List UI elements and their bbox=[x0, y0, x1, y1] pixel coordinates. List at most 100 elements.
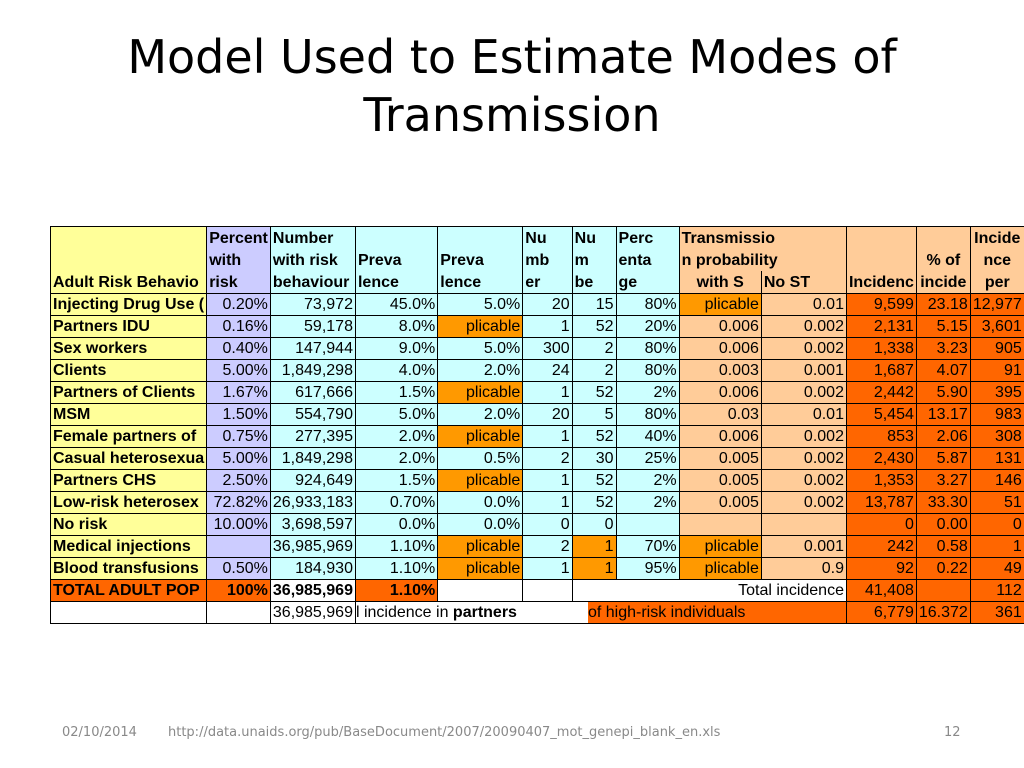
cell-incidence: 1,687 bbox=[845, 359, 917, 382]
cell-number-partners: 300 bbox=[522, 337, 573, 360]
cell-transmission-with-sti: 0.006 bbox=[678, 425, 762, 448]
cell-prevalence: 1.5% bbox=[354, 469, 439, 492]
cell-incidence: 2,430 bbox=[845, 447, 917, 470]
cell-sti-prevalence: 0.5% bbox=[437, 447, 524, 470]
cell-number-partners: 1 bbox=[522, 315, 573, 338]
cell-number-acts: 52 bbox=[571, 469, 617, 492]
cell-incidence: 853 bbox=[845, 425, 917, 448]
cell-prevalence: 4.0% bbox=[354, 359, 439, 382]
table-row: Sex workers 0.40% 147,944 9.0% 5.0% 300 2 80% 0.… bbox=[49, 337, 1024, 360]
cell-incidence-per: 49 bbox=[969, 557, 1024, 580]
cell-sti-prevalence: plicable bbox=[437, 381, 524, 404]
cell-sti-prevalence: 0.0% bbox=[437, 491, 524, 514]
header-incidence-2 bbox=[845, 249, 917, 271]
cell-sti-prevalence: 5.0% bbox=[437, 293, 524, 316]
cell-incidence-per: 983 bbox=[969, 403, 1024, 426]
cell-percent-with-risk: 1.50% bbox=[206, 403, 271, 426]
total-number: 36,985,969 bbox=[269, 579, 356, 602]
cell-transmission-no-sti: 0.002 bbox=[760, 469, 847, 492]
cell-risk-group: Partners CHS bbox=[49, 469, 208, 492]
cell-number-acts: 30 bbox=[571, 447, 617, 470]
cell-prevalence: 2.0% bbox=[354, 447, 439, 470]
header-no-sti: No ST bbox=[760, 271, 847, 294]
cell-number-partners: 1 bbox=[522, 381, 573, 404]
cell-risk-group: Medical injections bbox=[49, 535, 208, 558]
cell-incidence-per: 395 bbox=[969, 381, 1024, 404]
cell-transmission-with-sti: 0.005 bbox=[678, 447, 762, 470]
cell-percent-with-risk bbox=[206, 535, 271, 558]
cell-number-partners: 1 bbox=[522, 557, 573, 580]
cell-percent-of-incidence: 5.87 bbox=[915, 447, 971, 470]
cell-risk-group: MSM bbox=[49, 403, 208, 426]
cell-risk-group: Injecting Drug Use ( bbox=[49, 293, 208, 316]
cell-percent-of-incidence: 33.30 bbox=[915, 491, 971, 514]
cell-number-partners: 20 bbox=[522, 403, 573, 426]
header-prevalence-1-2: Preva bbox=[354, 249, 439, 271]
table-row: MSM 1.50% 554,790 5.0% 2.0% 20 5 80% 0.03 0.01 5,4… bbox=[49, 403, 1024, 426]
cell-transmission-with-sti: 0.005 bbox=[678, 469, 762, 492]
header-prevalence-2 bbox=[437, 226, 524, 249]
cell-sti-prevalence: 0.0% bbox=[437, 513, 524, 536]
cell-transmission-with-sti: plicable bbox=[678, 293, 762, 316]
cell-percentage bbox=[615, 513, 680, 536]
header-incidence-per-2: nce bbox=[969, 249, 1024, 271]
cell-percent-of-incidence: 3.23 bbox=[915, 337, 971, 360]
spreadsheet-table-container: Percent Number Nu Nu Perc Transmissio In… bbox=[49, 226, 1024, 624]
table-row: Partners of Clients 1.67% 617,666 1.5% plica… bbox=[49, 381, 1024, 404]
cell-percent-of-incidence: 5.90 bbox=[915, 381, 971, 404]
cell-percent-of-incidence: 23.18 bbox=[915, 293, 971, 316]
header-row-1: Percent Number Nu Nu Perc Transmissio In… bbox=[49, 226, 1024, 249]
header-risk-2 bbox=[49, 249, 208, 271]
cell-number-with-risk: 1,849,298 bbox=[269, 359, 356, 382]
cell-sti-prevalence: 2.0% bbox=[437, 359, 524, 382]
header-transmission-2: n probability bbox=[678, 249, 847, 271]
header-percentage: Perc bbox=[615, 226, 680, 249]
partners-incidence-row: 36,985,969 l incidence in partners of hi… bbox=[49, 601, 1024, 624]
cell-transmission-no-sti: 0.002 bbox=[760, 337, 847, 360]
cell-incidence-per: 3,601 bbox=[969, 315, 1024, 338]
cell-number-partners: 24 bbox=[522, 359, 573, 382]
partners-empty-1 bbox=[49, 601, 208, 624]
cell-sti-prevalence: plicable bbox=[437, 469, 524, 492]
table-row: Partners IDU 0.16% 59,178 8.0% plicable 1 52 20… bbox=[49, 315, 1024, 338]
cell-risk-group: Clients bbox=[49, 359, 208, 382]
total-prevalence: 1.10% bbox=[354, 579, 439, 602]
cell-number-with-risk: 1,849,298 bbox=[269, 447, 356, 470]
cell-prevalence: 1.10% bbox=[354, 535, 439, 558]
cell-risk-group: Partners of Clients bbox=[49, 381, 208, 404]
header-prevalence-2-2: Preva bbox=[437, 249, 524, 271]
header-percent: Percent bbox=[206, 226, 271, 249]
cell-transmission-with-sti: plicable bbox=[678, 535, 762, 558]
cell-transmission-no-sti: 0.002 bbox=[760, 381, 847, 404]
cell-transmission-with-sti: 0.03 bbox=[678, 403, 762, 426]
total-percent: 100% bbox=[206, 579, 271, 602]
cell-transmission-no-sti bbox=[760, 513, 847, 536]
cell-incidence: 0 bbox=[845, 513, 917, 536]
cell-transmission-no-sti: 0.01 bbox=[760, 403, 847, 426]
cell-number-acts: 52 bbox=[571, 491, 617, 514]
header-percent-incidence-2: % of bbox=[915, 249, 971, 271]
cell-percentage: 80% bbox=[615, 403, 680, 426]
cell-incidence: 2,442 bbox=[845, 381, 917, 404]
cell-transmission-with-sti: 0.006 bbox=[678, 315, 762, 338]
cell-number-acts: 52 bbox=[571, 425, 617, 448]
cell-incidence-per: 905 bbox=[969, 337, 1024, 360]
partners-empty-2 bbox=[206, 601, 271, 624]
header-percentage-3: ge bbox=[615, 271, 680, 294]
cell-percentage: 20% bbox=[615, 315, 680, 338]
cell-risk-group: Sex workers bbox=[49, 337, 208, 360]
header-percent-2: with bbox=[206, 249, 271, 271]
table-row: Clients 5.00% 1,849,298 4.0% 2.0% 24 2 80% 0.003… bbox=[49, 359, 1024, 382]
footer-source-url[interactable]: http://data.unaids.org/pub/BaseDocument/… bbox=[168, 725, 721, 740]
cell-transmission-no-sti: 0.002 bbox=[760, 425, 847, 448]
cell-prevalence: 9.0% bbox=[354, 337, 439, 360]
total-empty-1 bbox=[437, 579, 524, 602]
cell-number-acts: 15 bbox=[571, 293, 617, 316]
cell-incidence: 1,353 bbox=[845, 469, 917, 492]
cell-number-with-risk: 3,698,597 bbox=[269, 513, 356, 536]
header-prevalence-1-3: lence bbox=[354, 271, 439, 294]
header-number: Number bbox=[269, 226, 356, 249]
cell-percent-with-risk: 10.00% bbox=[206, 513, 271, 536]
cell-prevalence: 1.5% bbox=[354, 381, 439, 404]
cell-sti-prevalence: plicable bbox=[437, 425, 524, 448]
